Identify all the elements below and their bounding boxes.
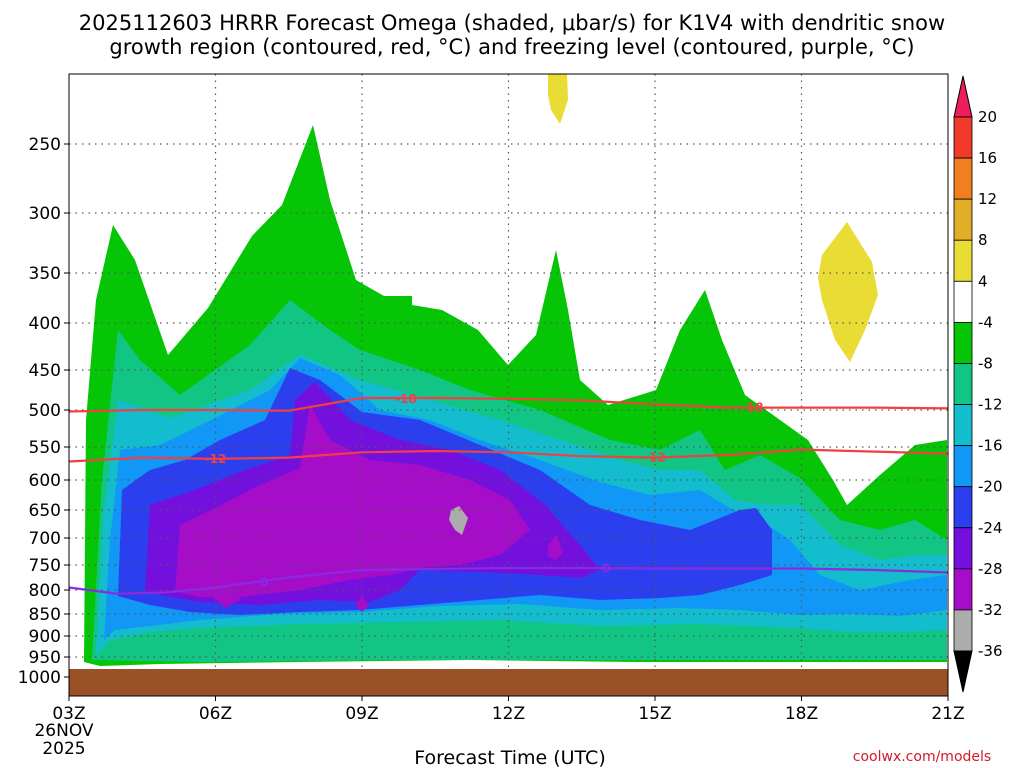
y-tick-label-700: 700 (29, 529, 61, 549)
date-label-year: 2025 (42, 739, 85, 759)
contour-label-4: 0 (260, 576, 268, 590)
chart-title-line-1: 2025112603 HRRR Forecast Omega (shaded, … (79, 11, 945, 35)
omega-shading (84, 74, 947, 666)
y-tick-label-350: 350 (29, 264, 61, 284)
omega-fill-minus-28-southern-cell (355, 596, 369, 612)
y-tick-label-300: 300 (29, 204, 61, 224)
colorbar-label-9: -20 (978, 478, 1003, 496)
y-tick-label-850: 850 (29, 605, 61, 625)
colorbar-segment-1 (953, 157, 973, 200)
omega-fill-plus-4-right (818, 222, 878, 362)
colorbar-label-6: -8 (978, 354, 993, 372)
x-tick-label-06Z: 06Z (199, 704, 232, 724)
colorbar-label-13: -36 (978, 642, 1003, 660)
colorbar-bottom-arrow (953, 650, 973, 693)
colorbar-label-3: 8 (978, 231, 988, 249)
colorbar-label-11: -28 (978, 560, 1003, 578)
temperature-contours: -18 -18 -12 -12 0 0 (68, 392, 949, 595)
colorbar-segment-6 (953, 363, 973, 405)
colorbar-label-4: 4 (978, 272, 988, 290)
date-label-day: 26NOV (34, 721, 93, 741)
contour-label-2: -12 (205, 452, 227, 466)
colorbar-label-2: 12 (978, 190, 997, 208)
y-tick-label-550: 550 (29, 438, 61, 458)
y-tick-label-250: 250 (29, 135, 61, 155)
contour-label-1: -18 (742, 401, 764, 415)
colorbar-segment-2 (953, 198, 973, 241)
x-axis-ticks: 03Z 06Z 09Z 12Z 15Z 18Z 21Z (52, 696, 965, 724)
y-tick-label-950: 950 (29, 648, 61, 668)
contour-minus-18 (68, 396, 949, 413)
x-tick-label-12Z: 12Z (492, 704, 525, 724)
omega-fill-plus-4-upper (548, 74, 568, 124)
omega-fill-minus-28-eastern-cell (548, 535, 563, 560)
colorbar-segment-12 (953, 609, 973, 652)
colorbar-label-12: -32 (978, 601, 1003, 619)
y-tick-label-400: 400 (29, 314, 61, 334)
colorbar-segment-11 (953, 568, 973, 611)
colorbar-segment-9 (953, 486, 973, 529)
contour-label-5: 0 (602, 562, 610, 576)
x-tick-label-03Z: 03Z (52, 704, 85, 724)
y-tick-label-450: 450 (29, 361, 61, 381)
y-tick-label-800: 800 (29, 581, 61, 601)
colorbar-segment-5 (953, 321, 973, 364)
credit-link[interactable]: coolwx.com/models (853, 749, 991, 765)
chart-title-line-2: growth region (contoured, red, °C) and f… (109, 35, 914, 59)
x-tick-label-18Z: 18Z (785, 704, 818, 724)
colorbar-segment-8 (953, 445, 973, 488)
x-tick-label-09Z: 09Z (345, 704, 378, 724)
colorbar-label-5: -4 (978, 313, 993, 331)
colorbar-label-8: -16 (978, 437, 1003, 455)
plot-area: -18 -18 -12 -12 0 0 250 300 350 400 450 500 550 600 6… (18, 73, 965, 724)
colorbar-segment-3 (953, 239, 973, 282)
colorbar-top-arrow (953, 75, 973, 118)
x-tick-label-21Z: 21Z (931, 704, 964, 724)
x-axis-label: Forecast Time (UTC) (414, 747, 605, 768)
contour-label-0: -18 (395, 392, 417, 406)
y-axis-ticks: 2503003504004505005506006507007508008509… (18, 135, 69, 688)
y-tick-label-750: 750 (29, 556, 61, 576)
colorbar-segment-0 (953, 116, 973, 159)
contour-freezing-level (68, 566, 949, 595)
colorbar-label-7: -12 (978, 396, 1003, 414)
y-tick-label-500: 500 (29, 401, 61, 421)
colorbar-segment-7 (953, 404, 973, 447)
y-tick-label-1000: 1000 (18, 668, 61, 688)
contour-label-3: -12 (644, 451, 666, 465)
y-tick-label-650: 650 (29, 501, 61, 521)
colorbar-label-10: -24 (978, 519, 1003, 537)
colorbar-label-1: 16 (978, 149, 997, 167)
y-tick-label-900: 900 (29, 627, 61, 647)
y-tick-label-600: 600 (29, 471, 61, 491)
colorbar-segment-10 (953, 527, 973, 570)
colorbar-label-0: 20 (978, 108, 997, 126)
x-tick-label-15Z: 15Z (638, 704, 671, 724)
colorbar: 20 16 12 8 4 -4 -8 -12 -16 -20 -24 -28 -32 -36 (953, 75, 1003, 693)
contour-minus-12 (68, 448, 949, 463)
ground-surface (69, 669, 948, 696)
omega-fill-minus-32-cell-a (449, 506, 468, 535)
omega-fill-minus-28 (175, 405, 530, 597)
colorbar-segment-4 (953, 280, 973, 323)
